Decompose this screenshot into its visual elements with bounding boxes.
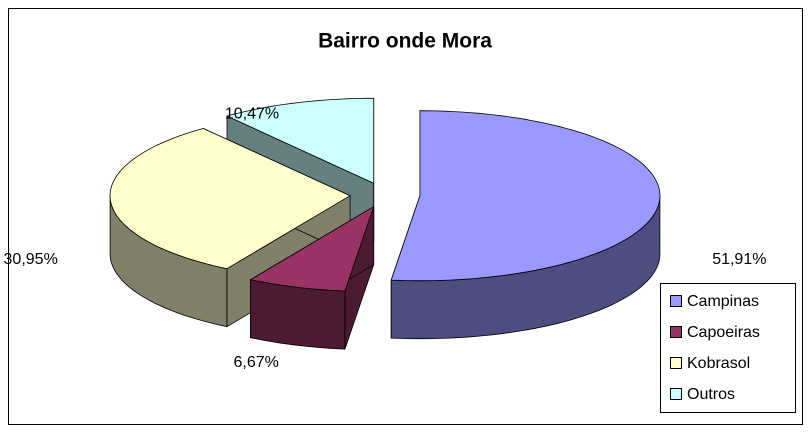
slice-top [109,128,351,270]
slice-top [390,110,661,282]
data-label: 10,47% [225,105,279,122]
legend-label: Kobrasol [687,355,750,372]
legend-swatch [670,326,682,338]
data-label: 6,67% [234,354,279,371]
data-label: 30,95% [4,251,58,268]
slice-top [226,97,375,184]
legend-label: Capoeiras [687,324,760,341]
legend-box [660,283,796,413]
data-label: 51,91% [712,251,766,268]
legend-swatch [670,388,682,400]
legend-label: Outros [687,386,735,403]
legend-swatch [670,357,682,369]
legend-swatch [670,295,682,307]
chart-title: Bairro onde Mora [318,30,492,53]
legend-label: Campinas [687,293,759,310]
slice [250,206,375,350]
slice-top [250,206,375,292]
slice [390,110,661,340]
